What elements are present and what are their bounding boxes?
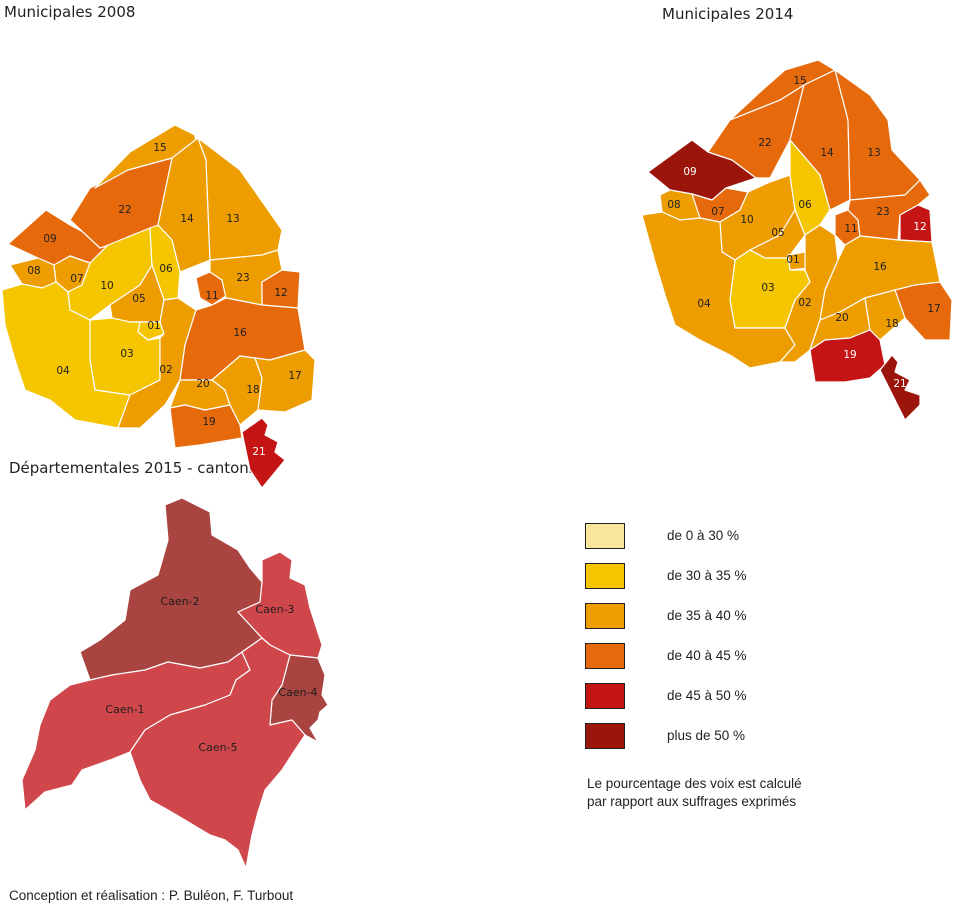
- district-2014-label-17: 17: [927, 303, 940, 315]
- legend-label-35-40: de 35 à 40 %: [667, 608, 747, 623]
- legend-swatch-40-45: [585, 643, 625, 669]
- canton-label-Caen-2: Caen-2: [160, 595, 199, 608]
- district-2014-label-18: 18: [885, 318, 898, 330]
- legend-label-40-45: de 40 à 45 %: [667, 648, 747, 663]
- district-2008-label-16: 16: [233, 327, 247, 339]
- district-2008-label-18: 18: [246, 384, 259, 396]
- district-2014-label-09: 09: [683, 166, 696, 178]
- title-2015: Départementales 2015 - cantons: [9, 459, 257, 477]
- district-2008-label-10: 10: [100, 280, 113, 292]
- district-2014-label-10: 10: [740, 214, 753, 226]
- district-2008-label-08: 08: [27, 265, 40, 277]
- district-2008-label-01: 01: [147, 320, 160, 332]
- district-2014-label-13: 13: [867, 147, 880, 159]
- district-2008-label-07: 07: [70, 273, 83, 285]
- district-2014-label-14: 14: [820, 147, 834, 159]
- canton-area-Caen-5: [129, 637, 306, 869]
- district-2014-label-03: 03: [761, 282, 774, 294]
- district-2014-label-19: 19: [843, 349, 856, 361]
- district-2008-area-04: [1, 281, 131, 429]
- district-2008-label-15: 15: [153, 142, 166, 154]
- district-2014-label-15: 15: [793, 75, 806, 87]
- canton-area-Caen-2: [79, 497, 263, 681]
- district-2008-area-13: [197, 137, 283, 261]
- map-municipales-2008: 15 22 14 13 09 08 07 10 06 23 11 12 05 0…: [1, 124, 316, 489]
- district-2008-label-09: 09: [43, 233, 56, 245]
- district-2014-label-23: 23: [876, 206, 889, 218]
- legend-note-line-1: Le pourcentage des voix est calculé: [587, 776, 802, 791]
- title-2014: Municipales 2014: [662, 5, 794, 23]
- credit-text: Conception et réalisation : P. Buléon, F…: [9, 888, 294, 903]
- district-2008-label-20: 20: [196, 378, 209, 390]
- district-2008-label-13: 13: [226, 213, 239, 225]
- district-2014-area-17: [894, 281, 953, 341]
- legend-label-0-30: de 0 à 30 %: [667, 528, 740, 543]
- district-2008-label-05: 05: [132, 293, 145, 305]
- district-2014-area-21: [879, 354, 921, 421]
- district-2008-label-11: 11: [205, 290, 218, 302]
- canton-label-Caen-4: Caen-4: [278, 686, 317, 699]
- district-2014-area-15: [729, 59, 836, 121]
- district-2008-area-19: [169, 404, 243, 449]
- canton-label-Caen-1: Caen-1: [105, 703, 144, 716]
- legend-swatch-35-40: [585, 603, 625, 629]
- district-2014-label-08: 08: [667, 199, 680, 211]
- legend-label-50+: plus de 50 %: [667, 728, 746, 743]
- district-2008-area-12: [261, 269, 301, 309]
- map-departementales-2015: Caen-2 Caen-3 Caen-4 Caen-1 Caen-5: [21, 497, 329, 869]
- district-2008-area-21: [241, 417, 286, 489]
- district-2014-label-05: 05: [771, 227, 784, 239]
- district-2014-label-21: 21: [893, 378, 906, 390]
- district-2008-area-02: [117, 297, 197, 429]
- legend-note-line-2: par rapport aux suffrages exprimés: [587, 794, 797, 809]
- district-2014-label-12: 12: [913, 221, 926, 233]
- district-2014-label-06: 06: [798, 199, 812, 211]
- canton-label-Caen-5: Caen-5: [198, 741, 237, 754]
- legend-label-45-50: de 45 à 50 %: [667, 688, 747, 703]
- district-2014-label-22: 22: [758, 137, 771, 149]
- map-municipales-2014: 15 22 14 13 09 08 07 06 23 12 10 11 05 0…: [641, 59, 953, 421]
- district-2008-label-12: 12: [274, 287, 287, 299]
- district-2008-label-17: 17: [288, 370, 301, 382]
- district-2008-label-21: 21: [252, 446, 265, 458]
- legend-swatch-50+: [585, 723, 625, 749]
- district-2008-label-23: 23: [236, 272, 249, 284]
- district-2014-label-04: 04: [697, 298, 711, 310]
- district-2008-label-04: 04: [56, 365, 70, 377]
- district-2014-label-02: 02: [798, 297, 811, 309]
- district-2014-area-19: [809, 329, 886, 383]
- district-2014-label-16: 16: [873, 261, 887, 273]
- district-2008-label-06: 06: [159, 263, 173, 275]
- district-2008-label-14: 14: [180, 213, 194, 225]
- legend-swatch-0-30: [585, 523, 625, 549]
- legend-swatch-30-35: [585, 563, 625, 589]
- district-2014-label-01: 01: [786, 254, 799, 266]
- district-2008-label-03: 03: [120, 348, 133, 360]
- title-2008: Municipales 2008: [4, 3, 136, 21]
- district-2014-label-20: 20: [835, 312, 848, 324]
- legend-note: Le pourcentage des voix est calculé par …: [587, 775, 917, 811]
- district-2014-label-07: 07: [711, 206, 724, 218]
- district-2008-area-17: [254, 349, 316, 413]
- district-2014-area-12: [899, 204, 933, 243]
- district-2008-label-22: 22: [118, 204, 131, 216]
- legend-label-30-35: de 30 à 35 %: [667, 568, 747, 583]
- district-2014-label-11: 11: [844, 223, 857, 235]
- district-2008-label-02: 02: [159, 364, 172, 376]
- legend-swatch-45-50: [585, 683, 625, 709]
- canton-label-Caen-3: Caen-3: [255, 603, 294, 616]
- district-2014-area-02: [779, 224, 839, 363]
- district-2008-label-19: 19: [202, 416, 215, 428]
